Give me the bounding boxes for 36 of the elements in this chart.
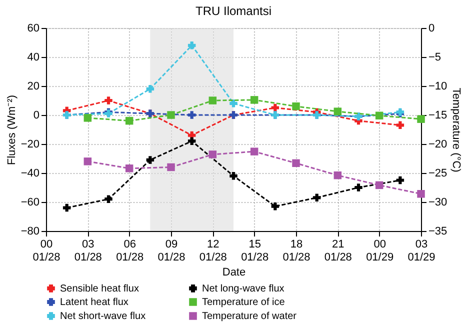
y-tick-label: 0: [33, 110, 40, 122]
y-tick-label: −40: [20, 168, 40, 180]
x-tick-label: 03 01/28: [74, 238, 102, 264]
legend-label: Temperature of ice: [202, 297, 286, 308]
y2-tick-label: 0: [428, 22, 435, 34]
y2-tick-label: −35: [428, 226, 448, 238]
y-tick-label: −60: [20, 196, 40, 208]
y-tick-label: 40: [27, 52, 40, 64]
x-tick-label: 21 01/28: [324, 238, 352, 264]
x-tick-label: 12 01/28: [199, 238, 227, 264]
y-tick-label: −20: [20, 138, 40, 150]
y-tick-label: 20: [27, 80, 40, 92]
y2-tick-label: −20: [428, 138, 448, 150]
legend-label: Net short-wave flux: [60, 311, 146, 322]
chart-title: TRU Ilomantsi: [195, 4, 272, 18]
legend-label: Sensible heat flux: [60, 283, 139, 294]
x-tick-label: 00 01/28: [32, 238, 60, 264]
y-axis-title: Fluxes (Wm⁻²): [6, 95, 18, 165]
legend-label: Temperature of water: [202, 311, 298, 322]
legend-label: Latent heat flux: [60, 297, 128, 308]
y-tick-label: −80: [20, 226, 40, 238]
x-axis-title: Date: [222, 266, 246, 278]
x-tick-label: 18 01/28: [282, 238, 310, 264]
y2-axis-title: Temperature (°C): [450, 88, 462, 172]
legend-label: Net long-wave flux: [202, 283, 284, 294]
x-tick-label: 15 01/28: [241, 238, 269, 264]
x-tick-label: 03 01/29: [408, 238, 436, 264]
y2-tick-label: −15: [428, 110, 448, 122]
x-tick-label: 06 01/28: [116, 238, 144, 264]
y2-tick-label: −25: [428, 168, 448, 180]
y2-tick-label: −5: [428, 52, 442, 64]
y2-tick-label: −10: [428, 80, 448, 92]
x-tick-label: 09 01/28: [158, 238, 186, 264]
y2-tick-label: −30: [428, 196, 448, 208]
x-tick-label: 00 01/29: [366, 238, 394, 264]
y-tick-label: 60: [27, 22, 40, 34]
